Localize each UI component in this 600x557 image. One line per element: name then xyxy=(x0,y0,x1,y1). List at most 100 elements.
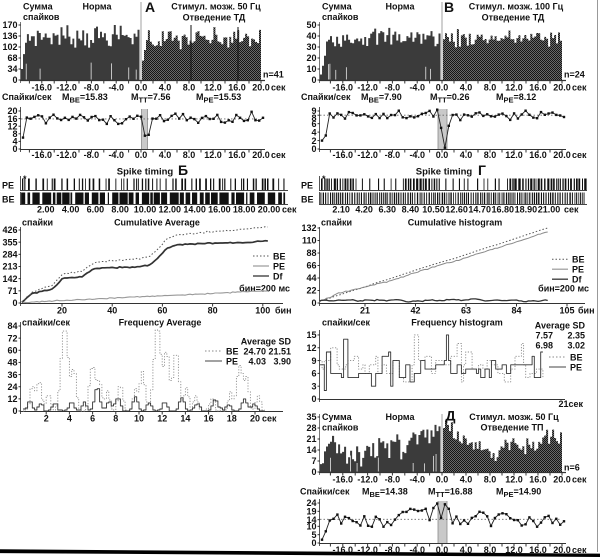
svg-text:6.98: 6.98 xyxy=(535,341,553,351)
svg-text:20.0: 20.0 xyxy=(252,83,270,93)
svg-text:16.0: 16.0 xyxy=(529,150,547,160)
svg-text:-4.0: -4.0 xyxy=(409,545,425,555)
svg-text:284: 284 xyxy=(2,250,17,260)
svg-text:20.00: 20.00 xyxy=(258,205,281,215)
svg-text:сек: сек xyxy=(572,475,587,485)
svg-text:-16.0: -16.0 xyxy=(32,150,53,160)
svg-text:16.0: 16.0 xyxy=(529,475,547,485)
svg-text:4: 4 xyxy=(311,127,316,137)
svg-text:0.0: 0.0 xyxy=(436,150,449,160)
svg-text:РЕ: РЕ xyxy=(2,181,14,191)
svg-text:9: 9 xyxy=(311,356,316,366)
svg-text:355: 355 xyxy=(2,237,17,247)
svg-text:2: 2 xyxy=(311,136,316,146)
svg-text:Df: Df xyxy=(572,275,582,285)
svg-text:3: 3 xyxy=(311,381,316,391)
svg-text:30: 30 xyxy=(306,42,316,52)
svg-text:12.0: 12.0 xyxy=(505,150,523,160)
svg-text:7: 7 xyxy=(311,456,316,466)
svg-text:Г: Г xyxy=(478,162,486,178)
svg-text:0.0: 0.0 xyxy=(135,83,148,93)
svg-text:4.03: 4.03 xyxy=(248,357,266,367)
svg-text:102: 102 xyxy=(2,42,17,52)
svg-text:20.0: 20.0 xyxy=(553,545,571,555)
svg-text:4.0: 4.0 xyxy=(460,150,473,160)
svg-text:2: 2 xyxy=(44,414,49,424)
svg-text:60: 60 xyxy=(157,306,167,316)
svg-text:n=41: n=41 xyxy=(263,70,284,80)
svg-text:10: 10 xyxy=(306,64,316,74)
svg-text:71: 71 xyxy=(7,286,17,296)
svg-text:50: 50 xyxy=(306,20,316,30)
svg-text:40: 40 xyxy=(306,31,316,41)
svg-text:Спайки/сек: Спайки/сек xyxy=(2,92,52,102)
svg-text:16: 16 xyxy=(204,414,214,424)
svg-text:-8.0: -8.0 xyxy=(385,83,401,93)
svg-text:-12.0: -12.0 xyxy=(357,545,378,555)
svg-text:Df: Df xyxy=(273,272,283,282)
svg-text:ВЕ: ВЕ xyxy=(570,353,583,363)
svg-text:Отведение ТД: Отведение ТД xyxy=(183,13,246,23)
svg-text:426: 426 xyxy=(2,225,17,235)
svg-text:Cumulative Average: Cumulative Average xyxy=(114,218,200,228)
svg-text:72: 72 xyxy=(7,333,17,343)
svg-text:-16.0: -16.0 xyxy=(333,83,354,93)
svg-text:60: 60 xyxy=(7,345,17,355)
svg-text:48: 48 xyxy=(7,358,17,368)
svg-text:4: 4 xyxy=(67,414,72,424)
svg-text:Cumulative histogram: Cumulative histogram xyxy=(408,218,503,228)
svg-text:44: 44 xyxy=(306,273,316,283)
svg-text:8.0: 8.0 xyxy=(484,475,497,485)
svg-text:12.0: 12.0 xyxy=(505,475,523,485)
svg-text:Спайки/сек: Спайки/сек xyxy=(300,487,350,497)
svg-text:8.0: 8.0 xyxy=(183,83,196,93)
svg-text:19: 19 xyxy=(306,507,316,517)
svg-text:Spike timing: Spike timing xyxy=(416,167,473,178)
svg-text:Норма: Норма xyxy=(386,412,416,422)
svg-text:ВЕ: ВЕ xyxy=(2,195,15,205)
svg-text:-4.0: -4.0 xyxy=(409,83,425,93)
svg-text:n=24: n=24 xyxy=(564,70,585,80)
svg-text:22: 22 xyxy=(306,286,316,296)
svg-text:4: 4 xyxy=(12,137,17,147)
svg-text:А: А xyxy=(145,0,155,15)
svg-text:РЕ: РЕ xyxy=(572,265,584,275)
svg-text:21.00: 21.00 xyxy=(538,205,561,215)
svg-text:6.30: 6.30 xyxy=(379,205,397,215)
svg-text:6: 6 xyxy=(311,119,316,129)
svg-text:12: 12 xyxy=(157,414,167,424)
svg-text:Сумма: Сумма xyxy=(322,2,353,12)
svg-text:20: 20 xyxy=(57,306,67,316)
svg-text:213: 213 xyxy=(2,262,17,272)
svg-text:MТТ=0.26: MТТ=0.26 xyxy=(430,92,469,105)
svg-text:12: 12 xyxy=(306,343,316,353)
svg-text:4.20: 4.20 xyxy=(355,205,373,215)
svg-text:2.35: 2.35 xyxy=(567,331,585,341)
svg-text:14.00: 14.00 xyxy=(183,205,206,215)
svg-text:4.0: 4.0 xyxy=(159,150,172,160)
svg-text:0: 0 xyxy=(311,467,316,477)
svg-text:-8.0: -8.0 xyxy=(385,545,401,555)
svg-text:0: 0 xyxy=(12,144,17,154)
svg-text:8.0: 8.0 xyxy=(183,150,196,160)
svg-text:MТТ=7.56: MТТ=7.56 xyxy=(131,92,170,105)
svg-text:Д: Д xyxy=(446,408,456,424)
svg-text:16.0: 16.0 xyxy=(529,545,547,555)
svg-text:сек: сек xyxy=(572,545,587,555)
svg-text:14: 14 xyxy=(180,414,190,424)
svg-text:80: 80 xyxy=(208,306,218,316)
svg-text:6.00: 6.00 xyxy=(87,205,105,215)
svg-text:0: 0 xyxy=(311,538,316,548)
svg-text:-16.0: -16.0 xyxy=(333,475,354,485)
svg-text:12.00: 12.00 xyxy=(159,205,182,215)
svg-text:9: 9 xyxy=(311,106,316,116)
svg-text:спайки/сек: спайки/сек xyxy=(322,318,371,328)
svg-text:-12.0: -12.0 xyxy=(357,475,378,485)
svg-text:20: 20 xyxy=(306,53,316,63)
svg-text:18.90: 18.90 xyxy=(515,205,538,215)
svg-text:4.0: 4.0 xyxy=(159,83,172,93)
svg-text:Spike timing: Spike timing xyxy=(117,167,174,178)
svg-text:16.0: 16.0 xyxy=(228,150,246,160)
svg-text:34: 34 xyxy=(7,64,17,74)
svg-text:Норма: Норма xyxy=(83,2,113,12)
